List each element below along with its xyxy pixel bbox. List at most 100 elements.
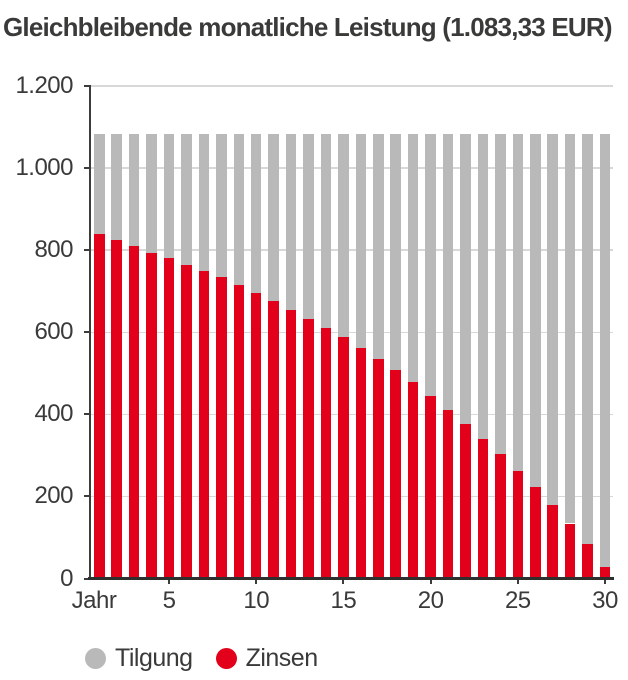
bar-year-11 [268, 133, 279, 579]
zinsen-segment-year-12 [285, 309, 297, 579]
legend-zinsen-dot-icon [215, 647, 237, 669]
zinsen-segment-year-10 [250, 292, 262, 579]
zinsen-segment-year-13 [303, 318, 314, 579]
y-tick-200 [84, 495, 89, 498]
zinsen-segment-year-28 [564, 523, 576, 579]
bar-year-13 [303, 133, 314, 579]
x-axis-label-15: 15 [330, 587, 357, 614]
tilgung-segment-year-2 [111, 133, 122, 241]
y-tick-0 [84, 577, 89, 580]
x-tick-30 [604, 580, 606, 584]
tilgung-segment-year-18 [390, 133, 401, 370]
bar-year-18 [390, 133, 401, 579]
bar-year-29 [582, 133, 593, 579]
tilgung-segment-year-21 [442, 133, 454, 411]
bar-year-7 [198, 133, 210, 579]
zinsen-segment-year-15 [338, 337, 349, 579]
y-axis-label-1000: 1.000 [15, 154, 73, 182]
tilgung-segment-year-8 [216, 133, 227, 278]
y-axis-label-1200: 1.200 [15, 72, 73, 99]
bar-year-4 [146, 133, 157, 579]
zinsen-segment-year-7 [198, 270, 210, 579]
y-tick-600 [84, 331, 89, 334]
zinsen-segment-year-6 [181, 264, 192, 579]
x-axis-label-5: 5 [162, 587, 176, 614]
zinsen-segment-year-21 [442, 410, 454, 579]
tilgung-segment-year-10 [250, 133, 262, 293]
bar-year-5 [163, 133, 175, 579]
zinsen-segment-year-1 [94, 233, 105, 579]
bar-year-8 [216, 133, 227, 579]
zinsen-segment-year-9 [233, 284, 245, 579]
legend-zinsen-label: Zinsen [245, 644, 319, 672]
tilgung-segment-year-7 [198, 133, 210, 271]
gridline-1200 [91, 85, 613, 87]
zinsen-segment-year-19 [407, 381, 419, 579]
x-axis-label-30: 30 [592, 587, 618, 614]
bar-year-10 [250, 133, 262, 579]
tilgung-segment-year-25 [512, 133, 524, 471]
tilgung-segment-year-5 [163, 133, 175, 259]
zinsen-segment-year-11 [268, 301, 279, 579]
bar-year-25 [512, 133, 524, 579]
x-axis-unit-label: Jahr [71, 587, 117, 614]
y-axis-label-800: 800 [34, 236, 73, 264]
bar-year-21 [442, 133, 454, 579]
y-axis-label-400: 400 [34, 400, 73, 428]
tilgung-segment-year-1 [94, 133, 105, 234]
tilgung-segment-year-27 [547, 133, 558, 506]
zinsen-segment-year-4 [146, 253, 157, 579]
y-axis-label-0: 0 [60, 564, 73, 592]
tilgung-segment-year-3 [128, 133, 140, 247]
zinsen-segment-year-2 [111, 240, 122, 579]
zinsen-segment-year-22 [460, 424, 471, 579]
bar-year-16 [355, 133, 367, 579]
x-axis-label-20: 20 [417, 587, 444, 614]
zinsen-segment-year-25 [512, 470, 524, 579]
tilgung-segment-year-26 [530, 133, 541, 488]
tilgung-segment-year-28 [564, 133, 576, 524]
x-tick-5 [168, 580, 170, 584]
tilgung-segment-year-16 [355, 133, 367, 348]
bar-year-12 [285, 133, 297, 579]
tilgung-segment-year-4 [146, 133, 157, 254]
bar-year-14 [320, 133, 332, 579]
chart-title: Gleichbleibende monatliche Leistung (1.0… [3, 12, 613, 42]
tilgung-segment-year-13 [303, 133, 314, 319]
bar-year-22 [460, 133, 471, 579]
zinsen-segment-year-5 [163, 258, 175, 579]
x-axis-label-10: 10 [243, 587, 270, 614]
tilgung-segment-year-9 [233, 133, 245, 285]
tilgung-segment-year-11 [268, 133, 279, 302]
tilgung-segment-year-20 [425, 133, 436, 397]
zinsen-segment-year-26 [530, 487, 541, 579]
tilgung-segment-year-30 [599, 133, 611, 567]
y-tick-400 [84, 413, 89, 416]
y-tick-1000 [84, 167, 89, 170]
y-axis-label-200: 200 [34, 482, 73, 510]
zinsen-segment-year-20 [425, 396, 436, 579]
bar-year-26 [530, 133, 541, 579]
zinsen-segment-year-3 [128, 246, 140, 579]
y-axis-line [89, 85, 91, 579]
tilgung-segment-year-17 [373, 133, 384, 359]
bar-year-3 [128, 133, 140, 579]
tilgung-segment-year-14 [320, 133, 332, 328]
x-tick-10 [255, 580, 258, 584]
bar-year-27 [547, 133, 558, 579]
bar-year-20 [425, 133, 436, 579]
tilgung-segment-year-22 [460, 133, 471, 425]
bar-year-2 [111, 133, 122, 579]
gridline-200 [91, 495, 613, 498]
bar-year-19 [407, 133, 419, 579]
zinsen-segment-year-17 [373, 358, 384, 579]
zinsen-segment-year-23 [477, 438, 489, 579]
gridline-800 [91, 249, 613, 251]
tilgung-segment-year-12 [285, 133, 297, 310]
tilgung-segment-year-24 [495, 133, 506, 454]
legend-tilgung-dot-icon [85, 647, 106, 669]
zinsen-segment-year-24 [495, 453, 506, 579]
tilgung-segment-year-23 [477, 133, 489, 439]
tilgung-segment-year-29 [582, 133, 593, 545]
